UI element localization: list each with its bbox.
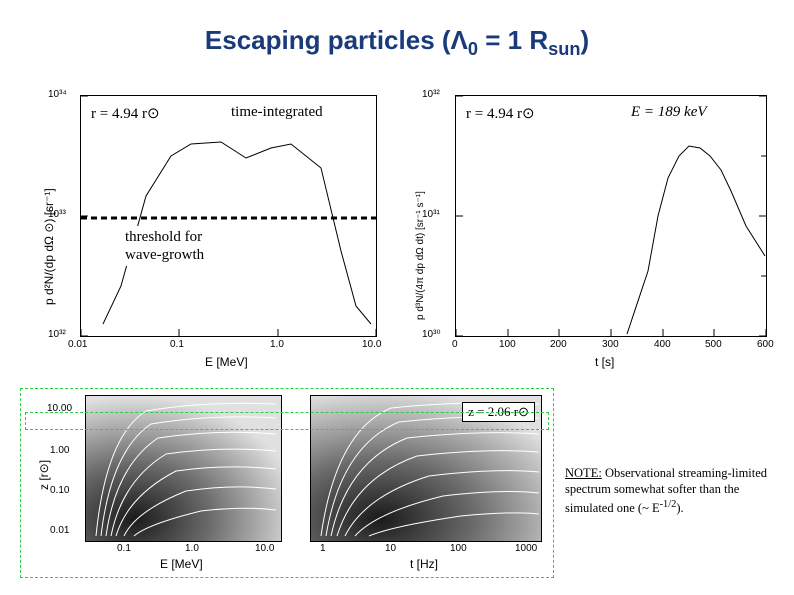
top-right-svg: [456, 96, 766, 336]
xlabel: t [s]: [595, 355, 614, 369]
xtick-4: 400: [654, 339, 671, 350]
xtick-0: 0.01: [68, 339, 87, 350]
xtick-6: 600: [757, 339, 774, 350]
xtick-2: 200: [550, 339, 567, 350]
green-inner-box: [25, 412, 549, 430]
plot-frame: r = 4.94 r⊙ E = 189 keV: [455, 95, 767, 337]
ytick-2: 10³⁴: [48, 89, 67, 100]
plot-frame: r = 4.94 r⊙ time-integrated threshold fo…: [80, 95, 377, 337]
ylabel: p d²N/(dp dΩ ⊙) [sr⁻¹]: [42, 188, 56, 305]
timeprofile-curve: [627, 146, 765, 334]
xtick-3: 10.0: [362, 339, 381, 350]
ytick-2: 10³²: [422, 89, 440, 100]
title-prefix: Escaping particles (Λ: [205, 25, 468, 55]
note-suffix: ).: [676, 501, 683, 515]
time-integrated-label: time-integrated: [231, 104, 323, 121]
radius-label: r = 4.94 r⊙: [91, 104, 160, 123]
xtick-2: 1.0: [270, 339, 284, 350]
ylabel: p d³N/(4π dp dΩ dt) [sr⁻¹ s⁻¹]: [415, 191, 426, 320]
top-left-plot: r = 4.94 r⊙ time-integrated threshold fo…: [30, 85, 385, 375]
ytick-0: 10³⁰: [422, 329, 440, 340]
title-mid: = 1 R: [478, 25, 548, 55]
tick-marks: [81, 96, 376, 336]
top-right-plot: r = 4.94 r⊙ E = 189 keV 10³⁰ 10³¹ 10³² 0…: [400, 85, 780, 375]
note-label: NOTE:: [565, 466, 602, 480]
title-sub0: 0: [468, 39, 478, 59]
threshold-label-box: threshold for wave-growth: [121, 226, 208, 266]
xtick-5: 500: [705, 339, 722, 350]
threshold-l2: wave-growth: [125, 247, 204, 263]
threshold-l1: threshold for: [125, 229, 202, 245]
energy-label: E = 189 keV: [631, 104, 707, 121]
title-subsun: sun: [548, 39, 580, 59]
xtick-1: 0.1: [170, 339, 184, 350]
xtick-0: 0: [452, 339, 458, 350]
radius-label: r = 4.94 r⊙: [466, 104, 535, 123]
ytick-0: 10³²: [48, 329, 66, 340]
top-left-svg: [81, 96, 376, 336]
title-suffix: ): [580, 25, 589, 55]
page-title: Escaping particles (Λ0 = 1 Rsun): [0, 25, 794, 60]
note-sup: -1/2: [660, 499, 677, 510]
xtick-3: 300: [602, 339, 619, 350]
xtick-1: 100: [499, 339, 516, 350]
xlabel: E [MeV]: [205, 355, 248, 369]
note-text: NOTE: Observational streaming-limited sp…: [565, 465, 780, 516]
tick-marks: [456, 96, 766, 336]
